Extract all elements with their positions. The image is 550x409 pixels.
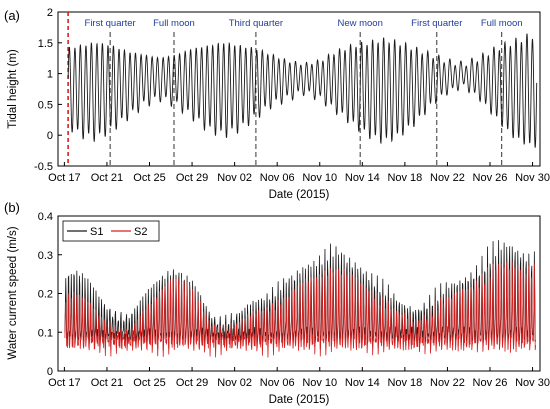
panel-a-x-tick-label: Oct 25 xyxy=(133,172,165,184)
panel-b-y-tick-label: 0.3 xyxy=(38,250,53,262)
panel-b-x-label: Date (2015) xyxy=(269,394,330,406)
panel-a-y-tick-label: 2 xyxy=(47,7,53,19)
panel-a-x-tick-label: Nov 02 xyxy=(217,172,252,184)
panel-b-y-tick-label: 0.4 xyxy=(38,211,53,223)
panel-a-y-ticks: -0.5 0 0.5 1 1.5 2 xyxy=(34,7,62,173)
panel-a-y-tick-label: 1 xyxy=(47,69,53,81)
legend-s2-label: S2 xyxy=(134,226,147,238)
panel-b-x-tick-label: Nov 22 xyxy=(430,377,465,389)
tidal-height-series xyxy=(67,33,538,148)
moon-phase-label: New moon xyxy=(337,18,382,29)
panel-a-tidal-height: (a) -0.500.511.52 Oct 17 Oct 21 Oct 25 Oct … xyxy=(4,7,550,201)
panel-a-label: (a) xyxy=(4,8,20,23)
panel-b-x-tick-label: Nov 10 xyxy=(302,377,337,389)
panel-a-x-tick-label: Oct 21 xyxy=(91,172,123,184)
panel-b-x-tick-label: Nov 14 xyxy=(345,377,380,389)
panel-b-y-label: Water current speed (m/s) xyxy=(7,226,19,359)
panel-b-x-ticks: Oct 17 Oct 21 Oct 25 Oct 29 Nov 02 Nov 06 Nov … xyxy=(48,367,550,389)
panel-a-x-tick-label: Nov 18 xyxy=(387,172,422,184)
panel-b-x-tick-label: Nov 06 xyxy=(260,377,295,389)
panel-b-x-tick-label: Oct 21 xyxy=(91,377,123,389)
legend: S1 S2 xyxy=(62,220,160,242)
panel-a-y-label: Tidal height (m) xyxy=(7,49,19,129)
moon-phase-label: First quarter xyxy=(85,18,136,29)
legend-s1-label: S1 xyxy=(90,226,103,238)
panel-b-label: (b) xyxy=(4,200,20,215)
moon-phase-label: Full moon xyxy=(153,18,195,29)
panel-b-x-tick-label: Nov 02 xyxy=(217,377,252,389)
panel-b-x-tick-label: Oct 29 xyxy=(176,377,208,389)
panel-a-x-tick-label: Nov 30 xyxy=(515,172,550,184)
panel-a-x-tick-label: Nov 10 xyxy=(302,172,337,184)
moon-phase-label: First quarter xyxy=(411,18,462,29)
panel-b-x-tick-label: Nov 30 xyxy=(515,377,550,389)
moon-phase-label: Full moon xyxy=(481,18,523,29)
panel-b-x-tick-label: Oct 17 xyxy=(48,377,80,389)
panel-a-x-tick-label: Nov 26 xyxy=(473,172,508,184)
panel-a-x-tick-label: Oct 17 xyxy=(48,172,80,184)
moon-phase-label: Third quarter xyxy=(229,18,283,29)
panel-b-y-tick-label: 0.2 xyxy=(38,289,53,301)
s2-series xyxy=(64,261,537,358)
panel-a-x-tick-label: Nov 22 xyxy=(430,172,465,184)
panel-a-x-label: Date (2015) xyxy=(269,189,330,201)
panel-a-y-tick-label: -0.5 xyxy=(34,161,53,173)
panel-a-frame xyxy=(57,11,541,167)
panel-a-x-tick-label: Nov 06 xyxy=(260,172,295,184)
panel-b-x-tick-label: Nov 18 xyxy=(387,377,422,389)
panel-a-y-tick-label: 1.5 xyxy=(38,38,53,50)
panel-a-y-tick-label: 0.5 xyxy=(38,99,53,111)
panel-b-x-tick-label: Oct 25 xyxy=(133,377,165,389)
panel-b-current-speed: (b) 00.10.20.30.4 Oct 17 Oct 21 Oct 25 Oct … xyxy=(4,200,550,406)
panel-b-y-ticks: 0 0.1 0.2 0.3 0.4 xyxy=(38,211,62,378)
panel-b-y-tick-label: 0 xyxy=(47,366,53,378)
panel-a-x-tick-label: Oct 29 xyxy=(176,172,208,184)
panel-a-x-ticks: Oct 17 Oct 21 Oct 25 Oct 29 Nov 02 Nov 06 Nov … xyxy=(48,162,550,184)
panel-a-x-tick-label: Nov 14 xyxy=(345,172,380,184)
panel-a-y-tick-label: 0 xyxy=(47,130,53,142)
panel-b-y-tick-label: 0.1 xyxy=(38,327,53,339)
panel-b-x-tick-label: Nov 26 xyxy=(473,377,508,389)
